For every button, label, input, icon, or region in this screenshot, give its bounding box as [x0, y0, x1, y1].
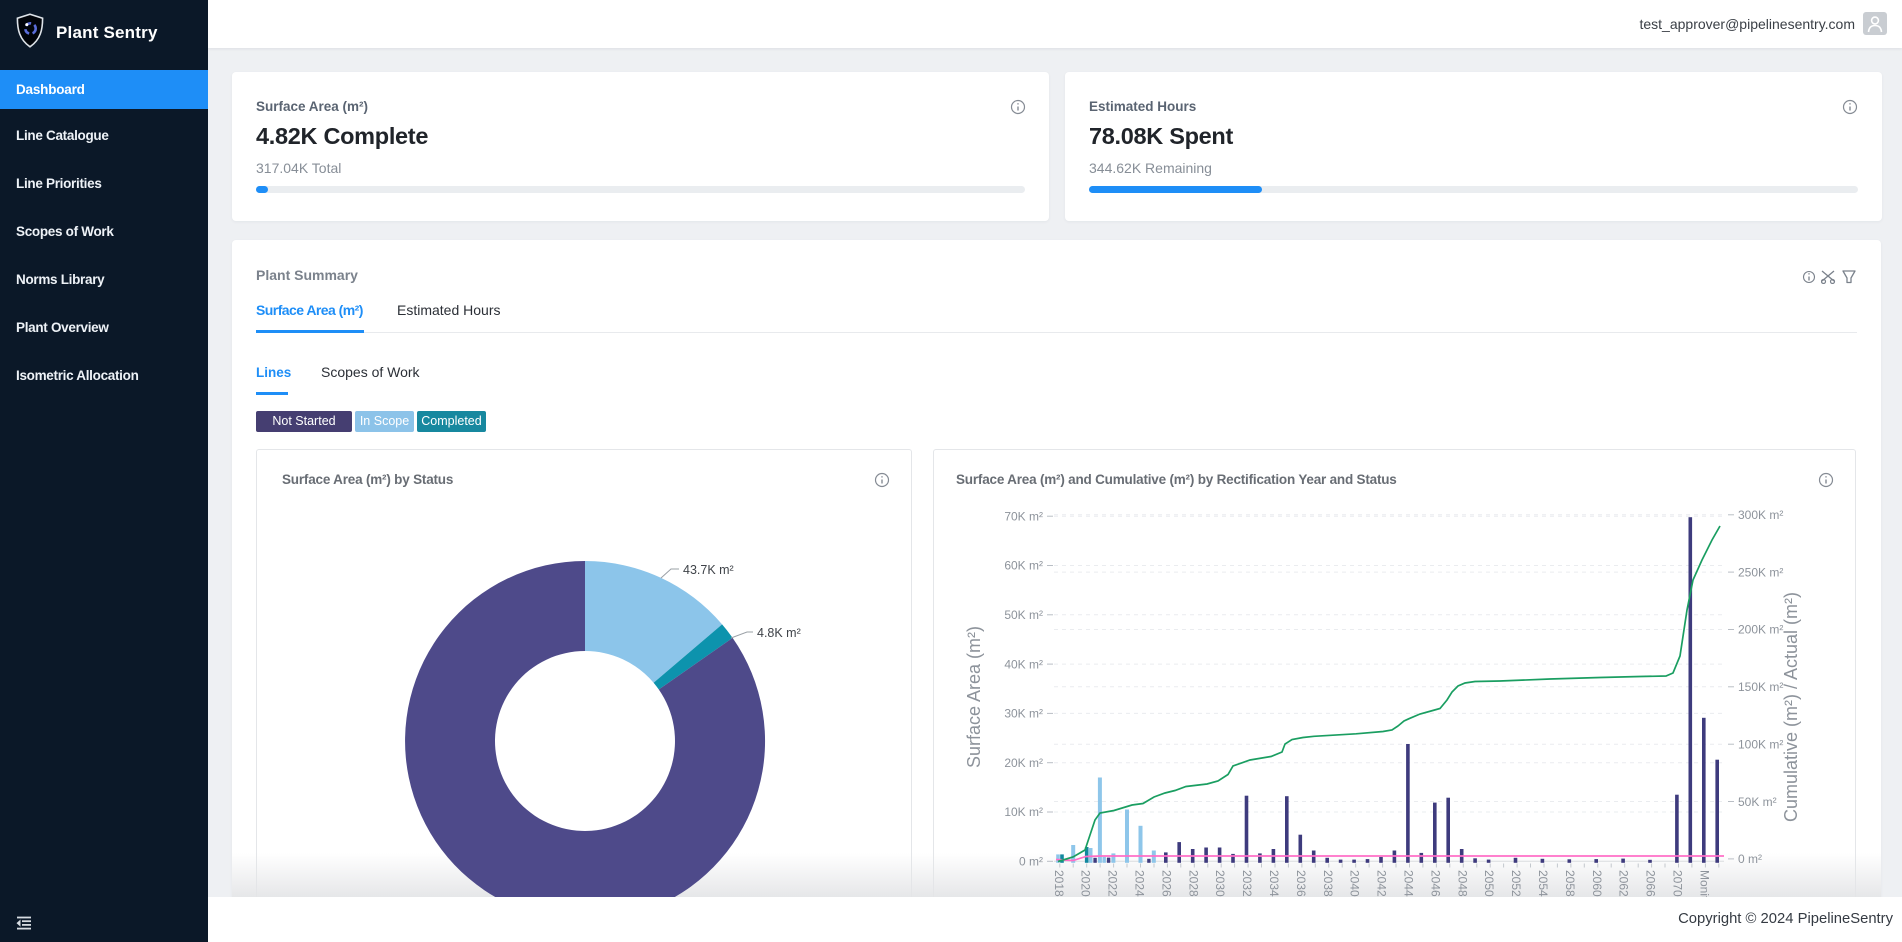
- svg-text:250K m²: 250K m²: [1738, 565, 1783, 579]
- svg-text:50K m²: 50K m²: [1004, 608, 1043, 622]
- svg-text:2070: 2070: [1671, 870, 1685, 897]
- svg-text:2018: 2018: [1052, 870, 1066, 897]
- svg-text:2058: 2058: [1563, 870, 1577, 897]
- svg-text:200K m²: 200K m²: [1738, 623, 1783, 637]
- svg-text:2020: 2020: [1079, 870, 1093, 897]
- svg-text:30K m²: 30K m²: [1004, 707, 1043, 721]
- svg-text:43.7K m²: 43.7K m²: [683, 563, 734, 577]
- svg-text:60K m²: 60K m²: [1004, 559, 1043, 573]
- svg-text:2034: 2034: [1267, 870, 1281, 897]
- svg-text:10K m²: 10K m²: [1004, 805, 1043, 819]
- svg-text:2036: 2036: [1294, 870, 1308, 897]
- svg-text:2032: 2032: [1240, 870, 1254, 897]
- svg-text:2042: 2042: [1375, 870, 1389, 897]
- svg-text:2054: 2054: [1536, 870, 1550, 897]
- svg-text:Surface Area (m²): Surface Area (m²): [964, 626, 984, 768]
- svg-text:2038: 2038: [1321, 870, 1335, 897]
- svg-text:2066: 2066: [1644, 870, 1658, 897]
- svg-text:2046: 2046: [1428, 870, 1442, 897]
- svg-text:0 m²: 0 m²: [1019, 855, 1043, 869]
- svg-text:2028: 2028: [1186, 870, 1200, 897]
- svg-text:2024: 2024: [1133, 870, 1147, 897]
- svg-text:100K m²: 100K m²: [1738, 737, 1783, 751]
- svg-text:70K m²: 70K m²: [1004, 509, 1043, 523]
- svg-text:4.8K m²: 4.8K m²: [757, 626, 801, 640]
- svg-text:2030: 2030: [1213, 870, 1227, 897]
- svg-text:Monitor: Monitor: [1697, 870, 1711, 897]
- svg-text:2062: 2062: [1617, 870, 1631, 897]
- svg-text:0 m²: 0 m²: [1738, 852, 1762, 866]
- svg-text:2022: 2022: [1106, 870, 1120, 897]
- svg-text:2048: 2048: [1455, 870, 1469, 897]
- svg-text:2026: 2026: [1159, 870, 1173, 897]
- svg-text:2040: 2040: [1348, 870, 1362, 897]
- svg-text:300K m²: 300K m²: [1738, 508, 1783, 522]
- svg-text:2060: 2060: [1590, 870, 1604, 897]
- svg-text:40K m²: 40K m²: [1004, 657, 1043, 671]
- svg-text:20K m²: 20K m²: [1004, 756, 1043, 770]
- svg-text:Cumulative (m²) / Actual (m²): Cumulative (m²) / Actual (m²): [1781, 592, 1801, 822]
- svg-text:2044: 2044: [1402, 870, 1416, 897]
- svg-text:50K m²: 50K m²: [1738, 795, 1777, 809]
- svg-text:2052: 2052: [1509, 870, 1523, 897]
- svg-text:150K m²: 150K m²: [1738, 680, 1783, 694]
- svg-text:2050: 2050: [1482, 870, 1496, 897]
